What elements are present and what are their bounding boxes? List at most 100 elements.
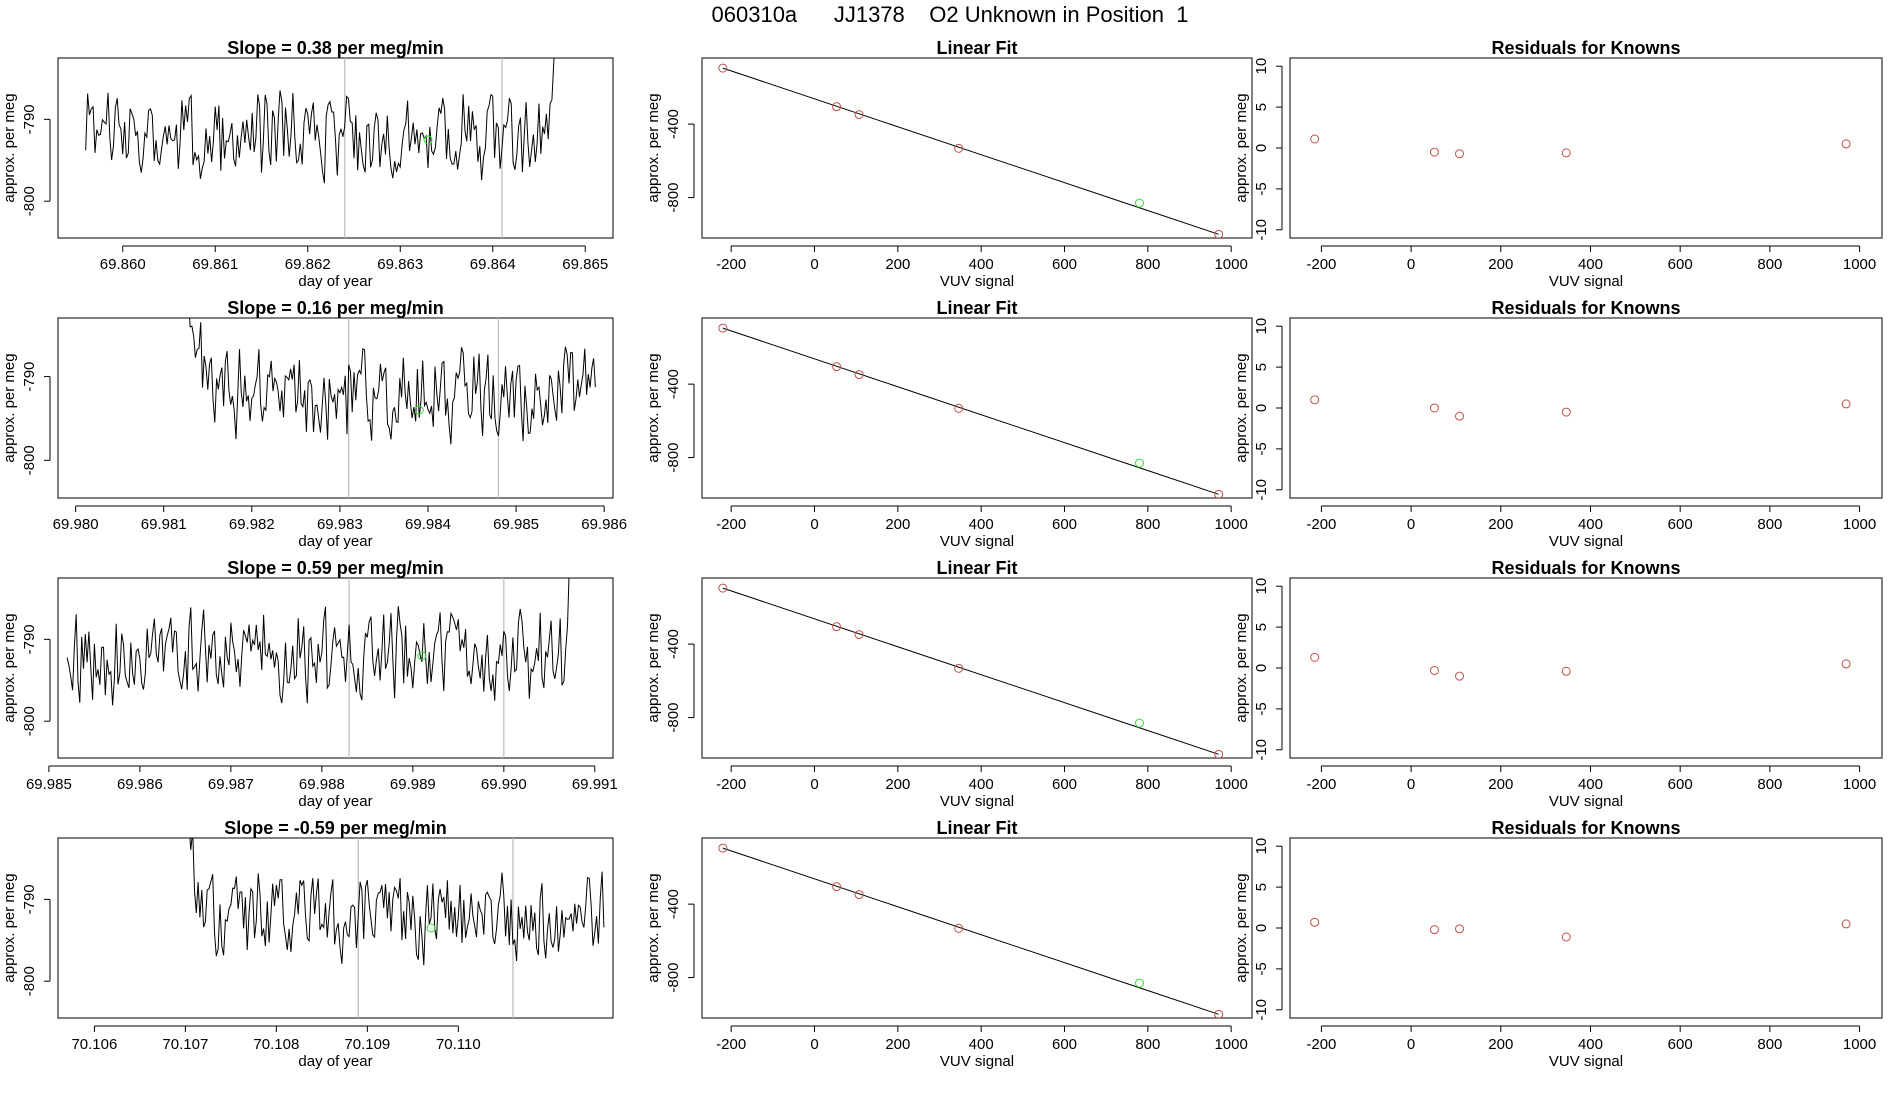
y-tick-label: -790 [21, 624, 38, 654]
chart-2: Linear Fit -200 0 200 400 600 800 1000 VUV signa… [645, 38, 1253, 290]
unknown-marker [414, 405, 424, 415]
unknown-point [1135, 458, 1144, 468]
residual-point [1429, 665, 1439, 675]
known-point [718, 63, 728, 73]
residual-point [1561, 666, 1571, 676]
x-tick-label: 69.986 [117, 776, 163, 793]
y-tick-label: 10 [1253, 838, 1270, 855]
x-tick-label: -200 [1306, 516, 1336, 533]
x-tick-label: 69.860 [100, 256, 146, 273]
y-tick-label: 0 [1253, 924, 1270, 932]
residual-point [1310, 917, 1320, 927]
chart-12: Residuals for Knowns-200 0 200 400 600 800 100… [1233, 818, 1883, 1070]
plot-frame [701, 317, 1253, 499]
y-tick-label: -800 [665, 443, 682, 473]
x-axis-label: VUV signal [940, 1053, 1014, 1070]
y-axis-label: approx. per meg [645, 613, 662, 722]
known-point [832, 882, 842, 892]
x-tick-label: 0 [810, 776, 818, 793]
known-point [954, 663, 964, 673]
plot-frame [701, 577, 1253, 759]
x-tick-label: 0 [1407, 516, 1415, 533]
residual-point [1310, 134, 1320, 144]
x-tick-label: -200 [1306, 256, 1336, 273]
fit-line [722, 327, 1219, 495]
x-tick-label: 69.863 [377, 256, 423, 273]
x-tick-label: 69.985 [26, 776, 72, 793]
chart-title: Residuals for Knowns [1491, 298, 1680, 318]
y-axis-label: approx. per meg [1233, 93, 1250, 202]
x-tick-label: 400 [969, 776, 994, 793]
chart-9: Residuals for Knowns-200 0 200 400 600 800 100… [1233, 558, 1883, 810]
y-tick-label: -10 [1253, 219, 1270, 241]
fit-line [722, 587, 1219, 755]
x-tick-label: 600 [1052, 1036, 1077, 1053]
x-tick-label: 69.990 [481, 776, 527, 793]
known-point [832, 622, 842, 632]
known-point [854, 370, 864, 380]
x-tick-label: 600 [1668, 776, 1693, 793]
x-tick-label: 200 [1488, 1036, 1513, 1053]
residual-point [1561, 932, 1571, 942]
x-tick-label: 200 [1488, 256, 1513, 273]
x-tick-label: 600 [1668, 1036, 1693, 1053]
y-tick-label: -800 [665, 963, 682, 993]
known-point [718, 843, 728, 853]
unknown-marker [417, 651, 427, 661]
x-axis-label: VUV signal [1549, 273, 1623, 290]
known-point [718, 583, 728, 593]
plot-body [718, 583, 1224, 758]
plot-body [189, 318, 596, 498]
chart-title: Linear Fit [936, 38, 1017, 58]
unknown-point [1135, 978, 1144, 988]
plot-frame [57, 577, 614, 759]
x-tick-label: 69.981 [141, 516, 187, 533]
x-tick-label: 70.110 [436, 1036, 481, 1053]
y-tick-label: -400 [665, 369, 682, 399]
series-line [189, 838, 605, 966]
plot-frame [1289, 837, 1883, 1019]
x-tick-label: 0 [810, 516, 818, 533]
x-tick-label: -200 [716, 776, 746, 793]
x-tick-label: 69.987 [208, 776, 254, 793]
plot-frame [57, 317, 614, 499]
y-tick-label: -790 [21, 104, 38, 134]
known-point [718, 323, 728, 333]
residual-point [1429, 925, 1439, 935]
y-tick-label: -400 [665, 889, 682, 919]
known-point [1214, 1009, 1224, 1018]
x-tick-label: 1000 [1214, 1036, 1247, 1053]
x-tick-label: 69.989 [390, 776, 436, 793]
x-tick-label: -200 [716, 1036, 746, 1053]
plot-body [718, 843, 1224, 1018]
x-tick-label: 69.864 [470, 256, 516, 273]
series-line [189, 318, 596, 445]
chart-title: Slope = 0.59 per meg/min [227, 558, 444, 578]
y-tick-label: 0 [1253, 144, 1270, 152]
x-tick-label: 800 [1135, 516, 1160, 533]
x-tick-label: 69.862 [285, 256, 331, 273]
x-tick-label: 70.107 [162, 1036, 208, 1053]
y-tick-label: -800 [665, 703, 682, 733]
x-axis-label: VUV signal [1549, 533, 1623, 550]
plot-frame [701, 57, 1253, 239]
x-axis-label: day of year [298, 533, 372, 550]
y-tick-label: 0 [1253, 664, 1270, 672]
x-tick-label: 400 [1578, 516, 1603, 533]
residual-point [1455, 924, 1465, 934]
chart-title: Slope = 0.38 per meg/min [227, 38, 444, 58]
y-tick-label: -5 [1253, 182, 1270, 195]
y-tick-label: -790 [21, 884, 38, 914]
y-tick-label: 5 [1253, 883, 1270, 891]
y-tick-label: -790 [21, 362, 38, 392]
x-tick-label: 600 [1052, 516, 1077, 533]
x-tick-label: 200 [885, 256, 910, 273]
x-tick-label: 800 [1757, 516, 1782, 533]
y-axis-label: approx. per meg [1, 613, 18, 722]
plot-body [718, 63, 1224, 238]
x-tick-label: 200 [885, 516, 910, 533]
chart-11: Linear Fit -200 0 200 400 600 800 1000 VUV signa… [645, 818, 1253, 1070]
plot-frame [701, 837, 1253, 1019]
y-axis-label: approx. per meg [645, 93, 662, 202]
known-point [832, 102, 842, 112]
